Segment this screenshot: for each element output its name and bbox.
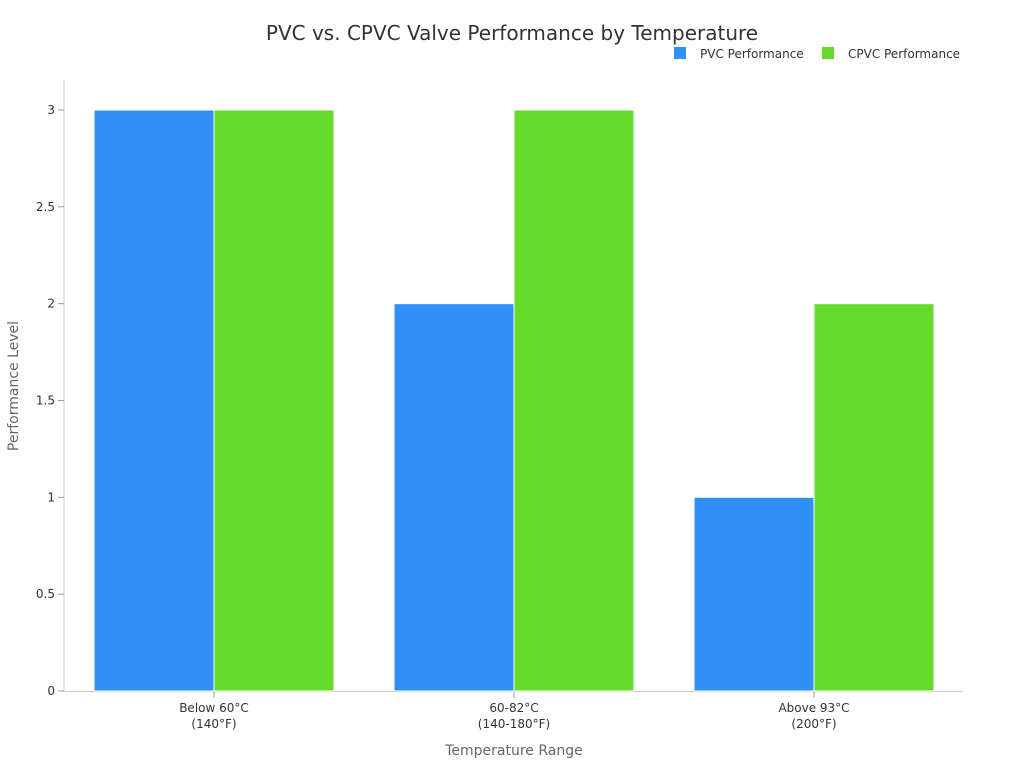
y-tick-label: 1	[47, 490, 55, 504]
y-axis-label: Performance Level	[6, 321, 22, 451]
y-tick-label: 2	[47, 297, 55, 311]
y-tick-label: 0	[47, 684, 55, 698]
x-tick-label: Above 93°C	[778, 701, 849, 715]
bar-pvc	[393, 303, 515, 692]
bar-cpvc	[813, 303, 935, 692]
legend-swatch	[674, 47, 686, 59]
bar-cpvc	[513, 109, 635, 692]
x-tick-label: (200°F)	[791, 717, 836, 731]
y-tick-label: 2.5	[36, 200, 55, 214]
x-tick-label: (140°F)	[191, 717, 236, 731]
y-tick-label: 3	[47, 103, 55, 117]
x-tick-label: 60-82°C	[489, 701, 538, 715]
y-tick-label: 1.5	[36, 394, 55, 408]
y-tick-label: 0.5	[36, 587, 55, 601]
bar-pvc	[93, 109, 215, 692]
x-tick-label: Below 60°C	[179, 701, 249, 715]
legend-label: PVC Performance	[700, 47, 804, 61]
bar-cpvc	[213, 109, 335, 692]
x-axis-label: Temperature Range	[444, 743, 583, 759]
legend-swatch	[822, 47, 834, 59]
legend: PVC Performance CPVC Performance	[674, 47, 960, 61]
legend-label: CPVC Performance	[848, 47, 960, 61]
chart-title: PVC vs. CPVC Valve Performance by Temper…	[266, 21, 758, 45]
bar-pvc	[693, 496, 815, 692]
x-tick-label: (140-180°F)	[478, 717, 550, 731]
